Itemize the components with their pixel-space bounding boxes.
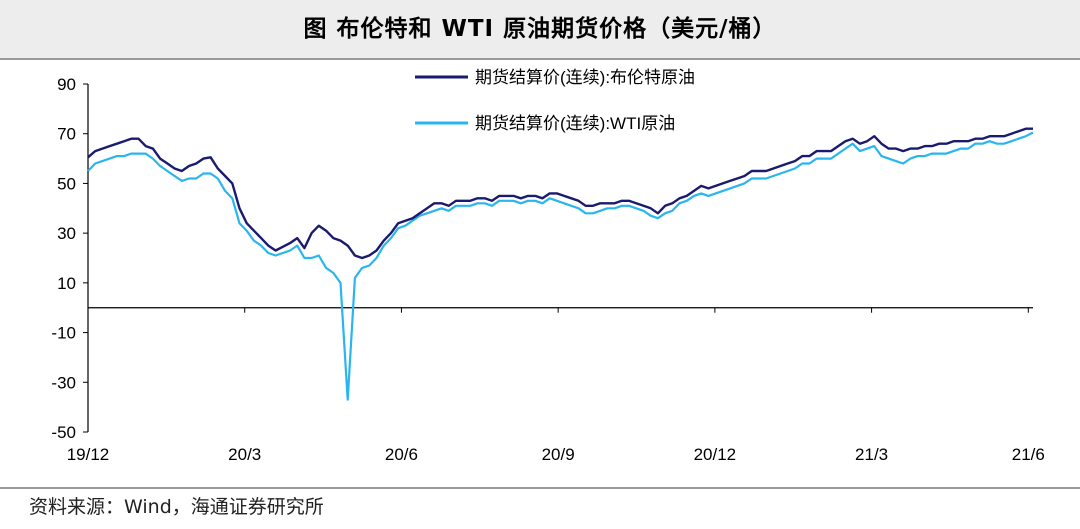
x-tick-label: 20/9 [542,445,575,464]
chart-title: 图 布伦特和 WTI 原油期货价格（美元/桶） [303,16,777,42]
source-note: 资料来源：Wind，海通证券研究所 [29,496,324,518]
x-axis-ticks: 19/12 20/3 20/6 20/9 20/12 21/3 21/6 [67,307,1045,464]
x-tick-label: 20/3 [228,445,261,464]
y-tick-label: -30 [51,373,76,392]
y-tick-label: 90 [57,75,76,94]
line-chart: 90 70 50 30 10 -10 -30 -50 19/12 20/3 20/6 20/9 20/… [51,68,1045,464]
y-tick-label: 70 [57,125,76,144]
y-tick-label: 50 [57,174,76,193]
x-tick-label: 20/6 [385,445,418,464]
x-tick-label: 19/12 [67,445,110,464]
source-divider [0,487,1080,489]
y-tick-label: 30 [57,224,76,243]
series-lines [87,127,1034,401]
x-tick-label: 21/6 [1012,445,1045,464]
x-tick-label: 21/3 [855,445,888,464]
y-tick-label: -10 [51,324,76,343]
series-line-wti [87,131,1034,401]
legend-label-brent: 期货结算价(连续):布伦特原油 [475,68,695,87]
y-tick-label: -50 [51,423,76,442]
x-tick-label: 20/12 [694,445,737,464]
title-bar [0,0,1080,60]
y-axis-ticks: 90 70 50 30 10 -10 -30 -50 [51,75,88,442]
chart-axes [87,84,1033,432]
series-line-brent [87,127,1033,260]
legend-label-wti: 期货结算价(连续):WTI原油 [475,114,675,133]
y-tick-label: 10 [57,274,76,293]
